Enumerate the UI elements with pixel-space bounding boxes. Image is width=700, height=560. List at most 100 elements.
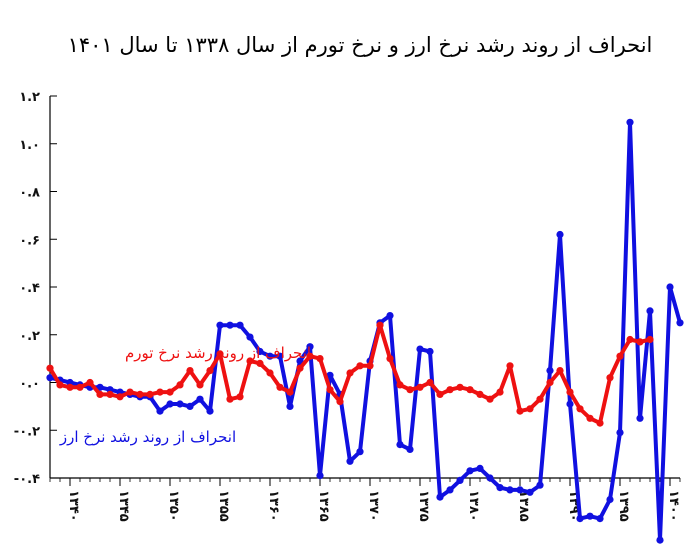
inflation-point	[616, 352, 624, 360]
x-tick-label: ۱۳۹۵	[616, 490, 631, 522]
exchange-rate-point	[166, 400, 174, 408]
exchange-rate-point	[616, 429, 624, 437]
inflation-point	[336, 398, 344, 406]
inflation-point	[246, 357, 254, 365]
y-tick-label: -۰.۴	[14, 472, 40, 487]
inflation-point	[296, 364, 304, 372]
inflation-point	[376, 321, 384, 329]
inflation-point	[306, 352, 314, 360]
inflation-point	[396, 381, 404, 389]
exchange-rate-point	[436, 493, 444, 501]
exchange-rate-point	[526, 488, 534, 496]
exchange-rate-point	[466, 467, 474, 475]
exchange-rate-point	[386, 312, 394, 320]
inflation-point	[436, 390, 444, 398]
x-tick-label: ۱۳۵۵	[216, 490, 231, 522]
inflation-point	[46, 364, 54, 372]
exchange-rate-point	[346, 457, 354, 465]
inflation-point	[216, 350, 224, 358]
exchange-rate-point	[636, 414, 644, 422]
inflation-point	[526, 405, 534, 413]
exchange-rate-point	[656, 536, 664, 544]
inflation-point	[136, 390, 144, 398]
exchange-rate-point	[286, 402, 294, 410]
exchange-rate-point	[236, 321, 244, 329]
exchange-rate-point	[516, 486, 524, 494]
exchange-rate-point	[156, 407, 164, 415]
inflation-point	[346, 369, 354, 377]
inflation-point	[176, 381, 184, 389]
exchange-rate-series-line	[48, 120, 682, 543]
exchange-rate-point	[486, 474, 494, 482]
inflation-point	[466, 386, 474, 394]
exchange-rate-point	[646, 307, 654, 315]
exchange-rate-series-label: انحراف از روند رشد نرخ ارز	[59, 428, 236, 446]
exchange-rate-point	[586, 512, 594, 520]
inflation-point	[196, 381, 204, 389]
exchange-rate-point	[666, 283, 674, 291]
exchange-rate-point	[316, 472, 324, 480]
exchange-rate-point	[606, 495, 614, 504]
inflation-point	[456, 383, 464, 391]
plot-area: -۰.۴ -۰.۲ ۰.۰ ۰.۲ ۰.۴ ۰.۶ ۰.۸ ۱.۰ ۱.۲ ۱۳۴۰ ۱۳۴۵ ۱۳۵…	[14, 90, 684, 544]
x-tick-label: ۱۳۶۵	[316, 490, 331, 522]
exchange-rate-point	[536, 481, 544, 489]
inflation-point	[96, 390, 104, 398]
inflation-point	[66, 383, 74, 391]
x-tick-label: ۱۳۴۵	[116, 490, 131, 522]
exchange-rate-point	[196, 395, 204, 403]
exchange-rate-point	[416, 345, 424, 353]
exchange-rate-point	[626, 118, 634, 126]
y-tick-label: ۰.۰	[19, 377, 40, 392]
inflation-point	[236, 393, 244, 401]
exchange-rate-point	[256, 347, 264, 356]
exchange-rate-point	[246, 333, 254, 341]
x-tick-label: ۱۳۴۰	[66, 490, 81, 522]
inflation-point	[276, 383, 284, 391]
inflation-point	[416, 383, 424, 391]
exchange-rate-point	[556, 230, 564, 239]
exchange-rate-point	[496, 484, 504, 492]
exchange-rate-point	[506, 486, 514, 494]
inflation-point	[566, 388, 574, 396]
inflation-point	[366, 362, 374, 370]
inflation-point	[596, 419, 604, 427]
y-tick-label: ۰.۲	[19, 329, 40, 344]
inflation-point	[426, 378, 434, 387]
exchange-rate-point	[96, 383, 104, 391]
exchange-rate-point	[356, 448, 364, 456]
exchange-rate-point	[446, 486, 454, 494]
x-tick-label: ۱۳۶۰	[266, 490, 281, 522]
exchange-rate-point	[296, 357, 304, 365]
inflation-point	[606, 374, 614, 382]
exchange-rate-point	[396, 441, 404, 449]
y-tick-label: ۰.۶	[19, 233, 40, 248]
x-tick-label: ۱۳۸۰	[466, 490, 481, 522]
inflation-point	[106, 390, 114, 398]
exchange-rate-point	[676, 319, 684, 327]
inflation-point	[506, 362, 514, 370]
x-tick-label: ۱۴۰۰	[666, 490, 681, 522]
inflation-point	[286, 388, 294, 396]
exchange-rate-point	[326, 371, 334, 379]
inflation-point	[476, 390, 484, 398]
inflation-point	[626, 335, 634, 344]
exchange-rate-point	[176, 400, 184, 408]
x-tick-label: ۱۳۵۰	[166, 490, 181, 522]
inflation-point	[556, 367, 564, 375]
inflation-point	[516, 407, 524, 415]
exchange-rate-point	[596, 515, 604, 523]
inflation-point	[386, 355, 394, 363]
exchange-rate-point	[226, 321, 234, 329]
exchange-rate-point	[206, 407, 214, 415]
inflation-point	[76, 383, 84, 391]
exchange-rate-point	[216, 321, 224, 329]
exchange-rate-point	[456, 476, 464, 484]
x-tick-label: ۱۳۷۰	[366, 490, 381, 522]
y-tick-label: ۱.۲	[19, 90, 40, 105]
exchange-rate-point	[406, 445, 414, 453]
inflation-point	[536, 395, 544, 403]
exchange-rate-point	[186, 402, 194, 410]
exchange-rate-point	[476, 464, 484, 472]
exchange-rate-point	[576, 515, 584, 523]
